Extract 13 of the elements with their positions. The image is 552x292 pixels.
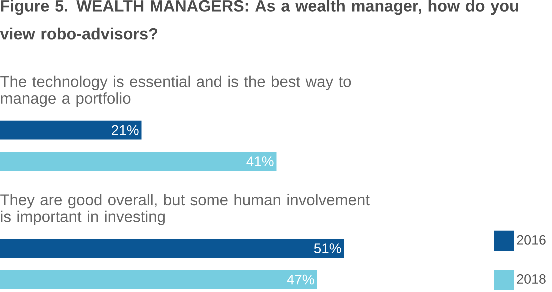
data-label: 47% bbox=[287, 274, 314, 285]
data-label: 51% bbox=[314, 244, 342, 254]
bar bbox=[0, 152, 277, 171]
bar bbox=[0, 270, 318, 290]
legend-label: 2018 bbox=[517, 274, 546, 284]
chart-title: Figure 5. WEALTH MANAGERS: As a wealth manager, how do you view robo-advisors? bbox=[0, 0, 518, 40]
bar bbox=[0, 238, 344, 258]
y-tick-label: They are good overall, but some human involvement is important in investing bbox=[0, 194, 370, 226]
y-tick-label: The technology is essential and is the best way to manage a portfolio bbox=[0, 76, 352, 108]
data-label: 41% bbox=[246, 156, 274, 166]
data-label: 21% bbox=[112, 125, 139, 136]
bar bbox=[0, 120, 142, 140]
legend-label: 2016 bbox=[517, 235, 546, 245]
